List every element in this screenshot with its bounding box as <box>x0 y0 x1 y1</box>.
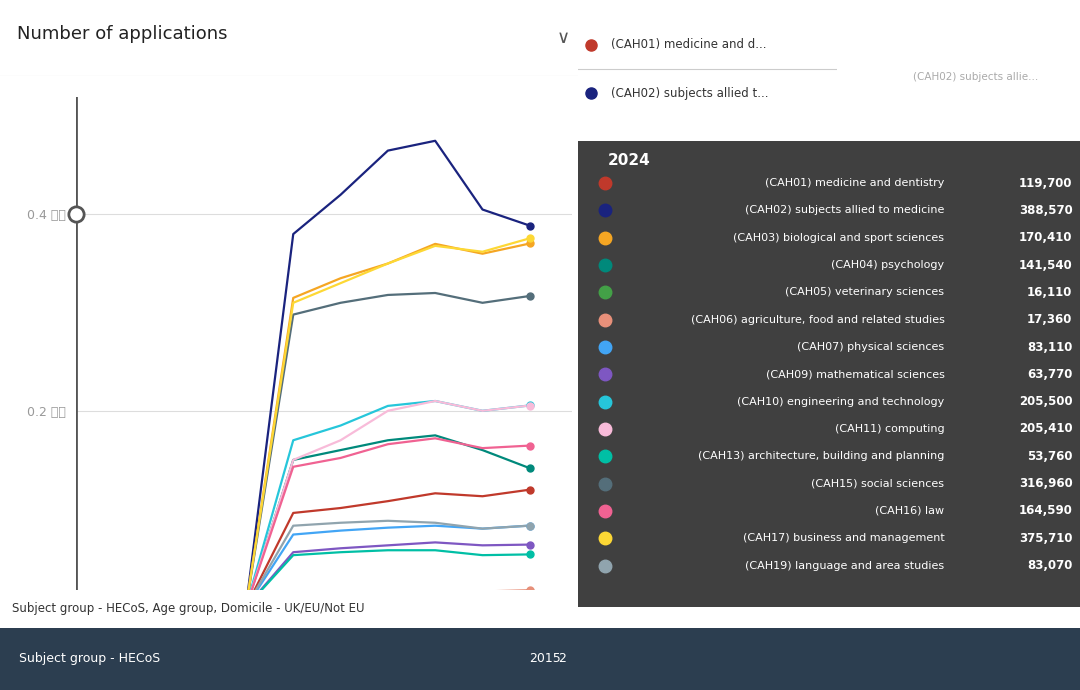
Text: Number of applications: Number of applications <box>17 25 228 43</box>
Text: 16,110: 16,110 <box>1027 286 1072 299</box>
Text: 17,360: 17,360 <box>1027 313 1072 326</box>
Text: 205,410: 205,410 <box>1018 422 1072 435</box>
Text: 164,590: 164,590 <box>1018 504 1072 518</box>
Text: Subject group - HECoS, Age group, Domicile - UK/EU/Not EU: Subject group - HECoS, Age group, Domici… <box>12 602 364 615</box>
Text: (CAH01) medicine and dentistry: (CAH01) medicine and dentistry <box>765 178 944 188</box>
Text: (CAH19) language and area studies: (CAH19) language and area studies <box>745 560 944 571</box>
Text: (CAH02) subjects allie...: (CAH02) subjects allie... <box>913 72 1038 82</box>
Text: (CAH06) agriculture, food and related studies: (CAH06) agriculture, food and related st… <box>690 315 944 325</box>
Text: (CAH10) engineering and technology: (CAH10) engineering and technology <box>738 397 944 406</box>
Text: (CAH02) subjects allied t...: (CAH02) subjects allied t... <box>611 87 769 100</box>
Text: (CAH17) business and management: (CAH17) business and management <box>743 533 944 543</box>
Text: 2: 2 <box>558 653 566 665</box>
Text: (CAH15) social sciences: (CAH15) social sciences <box>811 479 944 489</box>
Text: 141,540: 141,540 <box>1018 259 1072 272</box>
Text: (CAH01) medicine and d...: (CAH01) medicine and d... <box>611 38 767 51</box>
Text: (CAH16) law: (CAH16) law <box>875 506 944 516</box>
Text: 2015: 2015 <box>529 653 561 665</box>
Text: 53,760: 53,760 <box>1027 450 1072 463</box>
Text: (CAH02) subjects allied to medicine: (CAH02) subjects allied to medicine <box>745 206 944 215</box>
Text: 170,410: 170,410 <box>1018 231 1072 244</box>
Text: ∨: ∨ <box>556 29 569 47</box>
Text: 83,070: 83,070 <box>1027 559 1072 572</box>
Text: (CAH11) computing: (CAH11) computing <box>835 424 944 434</box>
Text: (CAH03) biological and sport sciences: (CAH03) biological and sport sciences <box>733 233 944 243</box>
Text: Subject group - HECoS: Subject group - HECoS <box>19 653 161 665</box>
Text: 83,110: 83,110 <box>1027 340 1072 353</box>
Text: 63,770: 63,770 <box>1027 368 1072 381</box>
Text: 316,960: 316,960 <box>1018 477 1072 490</box>
Text: 119,700: 119,700 <box>1018 177 1072 190</box>
Text: 2024: 2024 <box>608 153 650 168</box>
Text: 388,570: 388,570 <box>1018 204 1072 217</box>
Text: (CAH07) physical sciences: (CAH07) physical sciences <box>797 342 944 352</box>
Text: 205,500: 205,500 <box>1018 395 1072 408</box>
Text: (CAH13) architecture, building and planning: (CAH13) architecture, building and plann… <box>698 451 944 462</box>
Text: (CAH05) veterinary sciences: (CAH05) veterinary sciences <box>785 287 944 297</box>
Text: 375,710: 375,710 <box>1018 532 1072 545</box>
Text: (CAH04) psychology: (CAH04) psychology <box>832 260 944 270</box>
Text: (CAH09) mathematical sciences: (CAH09) mathematical sciences <box>766 369 944 380</box>
